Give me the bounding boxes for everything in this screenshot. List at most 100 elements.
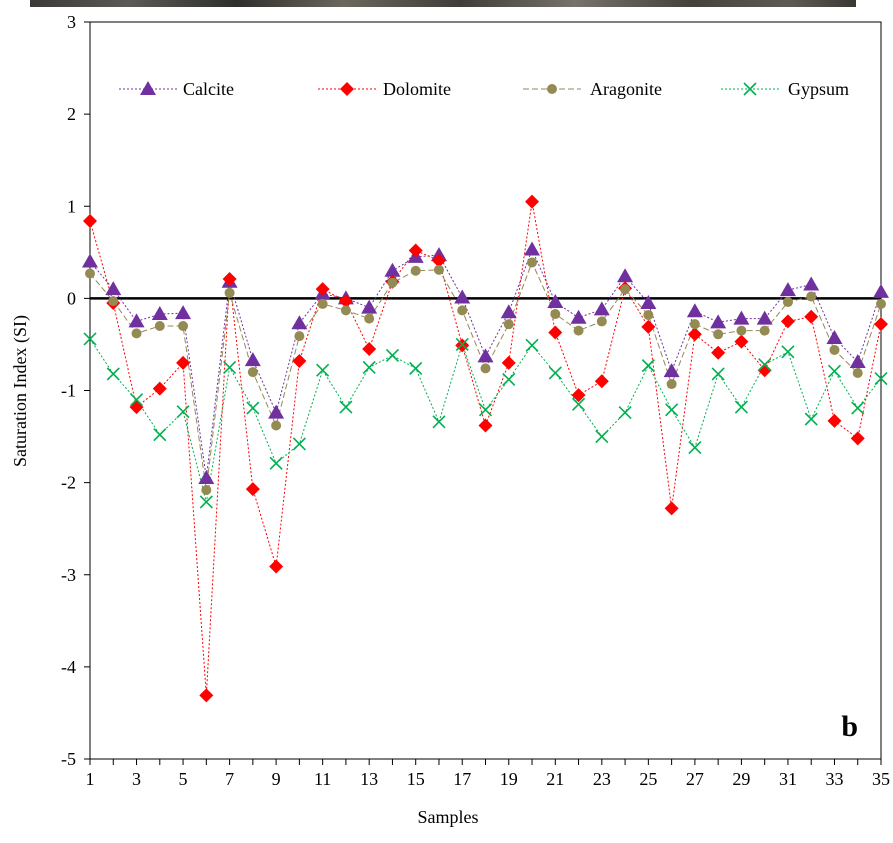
aragonite-marker: [340, 305, 351, 316]
aragonite-marker: [317, 298, 328, 309]
calcite-marker: [570, 309, 587, 324]
gypsum-marker: [292, 437, 306, 451]
gypsum-marker: [548, 366, 562, 380]
gypsum-marker: [618, 406, 632, 420]
aragonite-marker: [364, 313, 375, 324]
aragonite-marker: [271, 420, 282, 431]
calcite-marker: [198, 470, 215, 485]
dolomite-marker: [711, 345, 726, 360]
series-layer: [82, 194, 889, 703]
dolomite-marker: [687, 327, 702, 342]
y-tick-label: -4: [61, 657, 76, 677]
gypsum-marker: [106, 367, 120, 381]
dolomite-marker: [222, 272, 237, 287]
gypsum-marker: [223, 360, 237, 375]
calcite-marker: [291, 315, 308, 330]
x-tick-label: 27: [686, 769, 704, 789]
calcite-marker: [756, 310, 773, 325]
dolomite-marker: [641, 319, 656, 334]
calcite-marker: [547, 294, 564, 309]
legend-calcite-marker: [140, 81, 156, 95]
legend-gypsum-marker: [743, 82, 757, 96]
x-axis: 1 3 5 7 9 11 13 15 17 19 21 23 25 27 29 31 33 35: [86, 759, 890, 789]
dolomite-marker: [804, 309, 819, 324]
gypsum-marker: [851, 401, 865, 415]
x-tick-label: 25: [639, 769, 657, 789]
legend-item-calcite: Calcite: [119, 79, 234, 99]
legend-dolomite-marker: [340, 82, 354, 96]
dolomite-series-line: [89, 201, 882, 696]
dolomite-marker: [292, 354, 307, 369]
dolomite-marker: [408, 243, 423, 258]
dolomite-marker: [874, 317, 888, 332]
dolomite-marker: [245, 482, 260, 497]
calcite-marker: [686, 303, 703, 318]
gypsum-marker: [502, 372, 516, 387]
aragonite-marker: [433, 264, 444, 275]
calcite-markers: [82, 241, 889, 485]
aragonite-marker: [178, 321, 189, 332]
legend-label: Gypsum: [788, 79, 849, 99]
dolomite-marker: [431, 253, 446, 268]
gypsum-marker: [176, 405, 190, 419]
y-axis: -5 -4 -3 -2 -1 0 1 2 3: [61, 12, 90, 769]
calcite-marker: [663, 363, 680, 378]
gypsum-marker: [455, 337, 469, 352]
calcite-marker: [873, 283, 889, 298]
x-tick-label: 7: [225, 769, 234, 789]
calcite-marker: [500, 304, 517, 319]
legend-label: Dolomite: [383, 79, 451, 99]
gypsum-marker: [385, 348, 400, 363]
gypsum-marker: [571, 397, 586, 411]
dolomite-marker: [757, 363, 772, 378]
gypsum-marker: [595, 429, 609, 444]
gypsum-marker: [316, 363, 330, 377]
calcite-marker: [128, 313, 145, 328]
dolomite-marker: [338, 294, 353, 309]
x-tick-label: 19: [500, 769, 518, 789]
aragonite-marker: [713, 329, 724, 340]
gypsum-marker: [688, 441, 702, 455]
x-tick-label: 3: [132, 769, 141, 789]
dolomite-marker: [199, 688, 214, 703]
aragonite-marker: [154, 321, 165, 332]
x-tick-label: 35: [872, 769, 890, 789]
dolomite-marker: [734, 334, 749, 349]
aragonite-marker: [201, 484, 212, 495]
gypsum-marker: [129, 393, 144, 407]
dolomite-marker: [548, 325, 563, 340]
x-tick-label: 9: [272, 769, 281, 789]
legend-label: Aragonite: [590, 79, 662, 99]
x-tick-label: 17: [453, 769, 471, 789]
calcite-marker: [105, 281, 122, 296]
dolomite-markers: [83, 194, 888, 703]
calcite-marker: [710, 314, 727, 329]
calcite-marker: [849, 353, 866, 368]
aragonite-marker: [387, 277, 398, 288]
aragonite-marker: [457, 305, 468, 316]
aragonite-marker: [573, 325, 584, 336]
gypsum-marker: [432, 415, 446, 429]
x-tick-label: 21: [546, 769, 564, 789]
dolomite-marker: [525, 194, 540, 209]
aragonite-marker: [85, 268, 95, 279]
dolomite-marker: [129, 400, 144, 415]
aragonite-marker: [108, 296, 119, 307]
gypsum-marker: [874, 371, 888, 386]
y-tick-label: -1: [61, 381, 76, 401]
aragonite-marker: [527, 257, 538, 268]
dolomite-marker: [594, 374, 609, 389]
dolomite-marker: [269, 559, 284, 574]
y-tick-label: 0: [67, 288, 76, 308]
y-tick-label: 1: [67, 196, 76, 216]
aragonite-marker: [666, 379, 677, 390]
dolomite-marker: [152, 381, 167, 396]
gypsum-marker: [199, 495, 213, 509]
aragonite-markers: [85, 257, 886, 495]
y-tick-label: 3: [67, 12, 76, 32]
aragonite-marker: [596, 316, 607, 327]
aragonite-marker: [806, 291, 817, 302]
legend-aragonite-marker: [547, 84, 557, 94]
dolomite-marker: [362, 342, 377, 357]
